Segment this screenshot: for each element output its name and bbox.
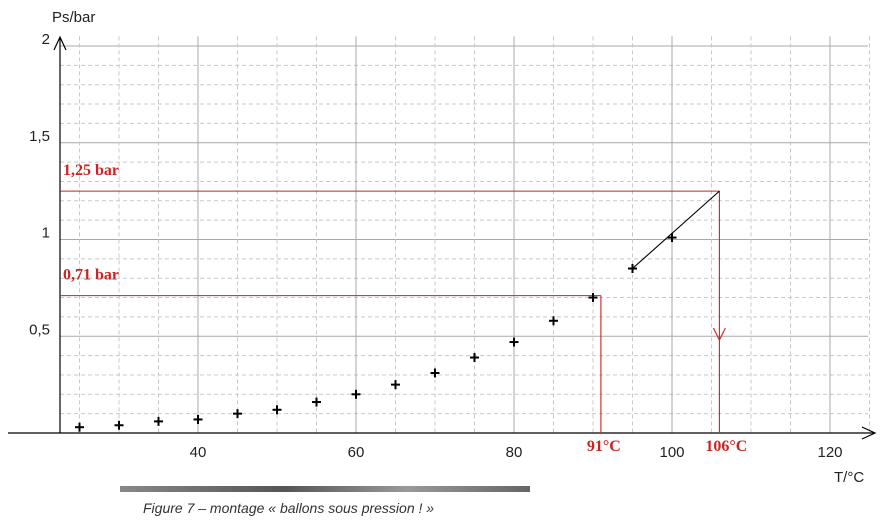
y-axis-arrow (53, 35, 67, 51)
x-tick-label: 100 (659, 444, 684, 461)
data-point (233, 409, 242, 419)
x-tick-label: 80 (506, 444, 523, 461)
data-point (272, 405, 282, 415)
data-points (75, 233, 677, 432)
data-point (430, 368, 440, 378)
data-point (312, 397, 321, 407)
y-tick-label: 0,5 (29, 321, 50, 338)
x-tick-label: 60 (348, 444, 365, 461)
data-point (193, 414, 203, 424)
annotation-125-xlabel: 106°C (705, 438, 747, 455)
data-point (391, 380, 400, 390)
figure-caption: Figure 7 – montage « ballons sous pressi… (143, 500, 435, 516)
data-point (154, 416, 163, 426)
x-axis-arrow (861, 426, 877, 440)
x-axis-label: T/°C (834, 469, 864, 486)
y-tick-label: 1,5 (29, 128, 50, 145)
annotation-071-label: 0,71 bar (63, 267, 119, 284)
guide-arrowhead (712, 327, 726, 342)
grid (60, 36, 870, 433)
x-tick-label: 40 (190, 444, 207, 461)
x-tick-label: 120 (817, 444, 842, 461)
data-point (509, 337, 519, 347)
annotation-125-label: 1,25 bar (63, 162, 119, 179)
y-axis-label: Ps/bar (52, 9, 95, 26)
data-point (667, 233, 677, 243)
y-tick-label: 1 (42, 225, 50, 242)
data-point (628, 264, 637, 274)
data-point (75, 422, 84, 432)
annotation-071-xlabel: 91°C (587, 438, 621, 455)
data-point (351, 389, 361, 399)
tick-labels: 40 60 80 100 120 0,5 1 1,5 2 (29, 31, 842, 461)
data-point (549, 316, 558, 326)
axes (8, 35, 877, 440)
data-point (114, 420, 124, 430)
annotation-guides: 1,25 bar 106°C 0,71 bar 91°C (60, 162, 747, 455)
y-tick-label: 2 (42, 31, 50, 48)
data-point (470, 353, 479, 363)
data-point (588, 293, 598, 303)
image-strip (120, 486, 530, 492)
extrapolation-line (632, 190, 720, 269)
